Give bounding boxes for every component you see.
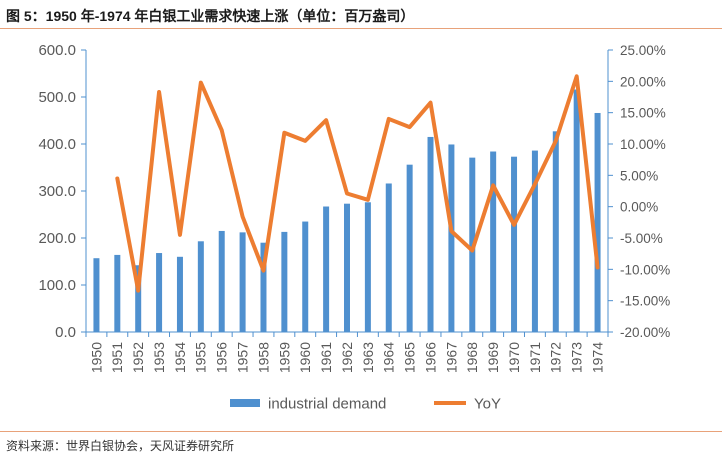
x-tick-label: 1957 (235, 342, 251, 373)
source-note: 资料来源：世界白银协会，天风证券研究所 (6, 439, 235, 453)
bar-industrial-demand (239, 232, 246, 332)
x-tick-label: 1974 (589, 342, 605, 373)
bar-industrial-demand (344, 203, 350, 332)
x-tick-label: 1951 (109, 342, 125, 373)
x-tick-label: 1966 (422, 342, 438, 373)
bar-industrial-demand (511, 156, 518, 332)
x-tick-label: 1950 (88, 342, 104, 373)
x-tick-label: 1972 (548, 342, 564, 373)
figure-title: 图 5：1950 年-1974 年白银工业需求快速上涨（单位：百万盎司） (6, 8, 415, 24)
left-tick-label: 100.0 (38, 277, 76, 294)
x-tick-label: 1961 (318, 342, 334, 373)
bar-industrial-demand (218, 230, 225, 332)
left-tick-label: 200.0 (38, 230, 76, 247)
x-tick-label: 1963 (360, 342, 376, 373)
bar-industrial-demand (135, 265, 142, 332)
x-tick-label: 1964 (381, 342, 397, 373)
legend: industrial demand YoY (230, 396, 501, 413)
right-tick-label: 20.00% (620, 74, 666, 89)
x-tick-label: 1960 (297, 342, 313, 373)
legend-label-industrial-demand: industrial demand (268, 396, 386, 413)
bar-industrial-demand (531, 150, 538, 332)
bar-industrial-demand (156, 253, 163, 332)
x-tick-label: 1970 (506, 342, 522, 373)
right-tick-label: 15.00% (620, 106, 666, 121)
legend-swatch-industrial-demand (230, 399, 260, 407)
x-tick-label: 1969 (485, 342, 501, 373)
x-tick-label: 1955 (193, 342, 209, 373)
x-tick-label: 1959 (276, 342, 292, 373)
right-tick-label: -5.00% (620, 231, 663, 246)
bar-industrial-demand (594, 112, 601, 332)
bar-industrial-demand (323, 206, 330, 332)
x-tick-label: 1967 (443, 342, 459, 373)
x-tick-label: 1953 (151, 342, 167, 373)
x-tick-label: 1956 (214, 342, 230, 373)
right-tick-label: 10.00% (620, 137, 666, 152)
x-tick-label: 1971 (527, 342, 543, 373)
x-tick-label: 1952 (130, 342, 146, 373)
left-tick-label: 300.0 (38, 183, 76, 200)
bar-industrial-demand (114, 254, 121, 332)
bar-industrial-demand (260, 242, 267, 332)
left-tick-label: 400.0 (38, 136, 76, 153)
x-tick-label: 1965 (402, 342, 418, 373)
bar-industrial-demand (93, 258, 100, 332)
bar-industrial-demand (573, 89, 580, 332)
bar-industrial-demand (302, 221, 309, 332)
left-tick-label: 0.0 (55, 324, 76, 341)
bar-industrial-demand (176, 256, 183, 332)
left-tick-label: 600.0 (38, 42, 76, 59)
x-tick-label: 1958 (255, 342, 271, 373)
right-tick-label: 0.00% (620, 200, 658, 215)
bar-industrial-demand (427, 136, 434, 332)
bar-industrial-demand (448, 144, 455, 332)
line-yoy (115, 74, 600, 293)
bar-industrial-demand (281, 231, 288, 332)
x-tick-label: 1954 (172, 342, 188, 373)
right-tick-label: -10.00% (620, 262, 670, 277)
right-tick-label: 25.00% (620, 43, 666, 58)
bar-industrial-demand (364, 202, 371, 332)
right-tick-label: -15.00% (620, 294, 670, 309)
x-tick-label: 1968 (464, 342, 480, 373)
left-tick-label: 500.0 (38, 89, 76, 106)
bar-industrial-demand (406, 164, 413, 332)
source-divider (0, 431, 722, 432)
x-tick-label: 1962 (339, 342, 355, 373)
x-tick-label: 1973 (569, 342, 585, 373)
title-divider (0, 28, 722, 29)
right-tick-label: -20.00% (620, 325, 670, 340)
bar-industrial-demand (385, 183, 392, 332)
legend-label-yoy: YoY (474, 396, 501, 413)
right-tick-label: 5.00% (620, 168, 658, 183)
bar-industrial-demand (552, 131, 559, 332)
bar-industrial-demand (490, 151, 497, 332)
bar-industrial-demand (197, 241, 204, 332)
